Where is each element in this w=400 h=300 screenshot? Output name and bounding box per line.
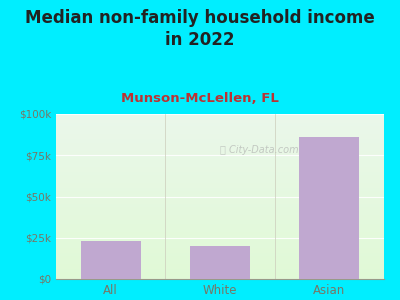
Bar [190, 246, 250, 279]
Text: Munson-McLellen, FL: Munson-McLellen, FL [121, 92, 279, 104]
Bar [81, 241, 141, 279]
Text: ⓘ City-Data.com: ⓘ City-Data.com [220, 145, 299, 155]
Bar [299, 137, 359, 279]
Text: Median non-family household income
in 2022: Median non-family household income in 20… [25, 9, 375, 49]
